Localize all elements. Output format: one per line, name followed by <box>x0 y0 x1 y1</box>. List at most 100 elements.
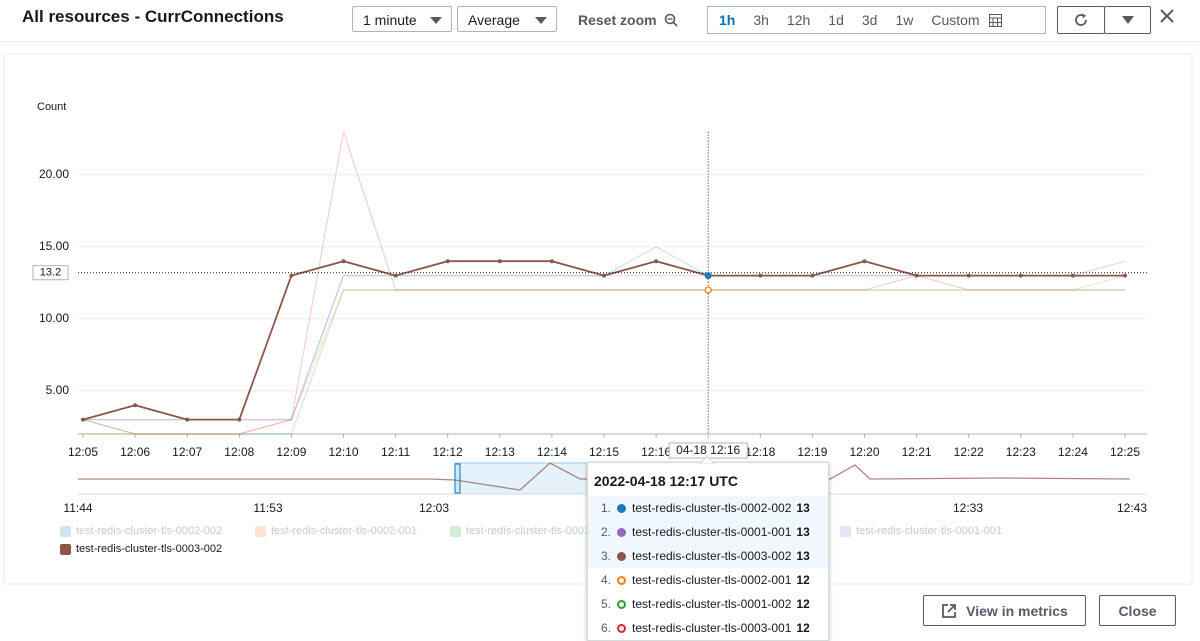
data-point <box>654 259 659 264</box>
x-tick-label: 12:25 <box>1110 445 1140 459</box>
view-in-metrics-button[interactable]: View in metrics <box>923 595 1086 626</box>
tooltip-row: 4. test-redis-cluster-tls-0002-001 12 <box>588 568 828 592</box>
hover-point <box>704 286 712 294</box>
x-tick-label: 12:11 <box>381 445 410 459</box>
range-option[interactable]: Custom <box>931 12 980 28</box>
x-tick-label: 12:12 <box>433 445 463 459</box>
tooltip-rank: 5. <box>600 597 611 611</box>
reset-zoom[interactable]: Reset zoom <box>578 12 679 28</box>
tooltip-value: 13 <box>796 525 810 539</box>
tooltip-row: 1. test-redis-cluster-tls-0002-002 13 <box>588 496 828 520</box>
data-point <box>758 273 763 278</box>
y-tick-label: 10.00 <box>39 311 69 325</box>
navigator-label: 11:44 <box>63 501 92 515</box>
x-tick-label: 12:07 <box>172 445 202 459</box>
header: All resources - CurrConnections 1 minute… <box>0 0 1200 42</box>
tooltip-series: test-redis-cluster-tls-0002-002 <box>632 501 792 515</box>
time-range: 1h 3h 12h 1d 3d 1w Custom <box>707 6 1046 34</box>
period-dropdown[interactable]: 1 minute <box>352 6 452 32</box>
tooltip-row: 6. test-redis-cluster-tls-0003-001 12 <box>588 616 828 640</box>
x-tick-label: 12:23 <box>1006 445 1036 459</box>
series-line <box>82 260 1125 421</box>
tooltip: 2022-04-18 12:17 UTC 1. test-redis-cluste… <box>587 456 829 641</box>
statistic-dropdown[interactable]: Average <box>457 6 557 32</box>
x-tick-label: 12:08 <box>224 445 254 459</box>
refresh-button[interactable] <box>1057 6 1105 34</box>
tooltip-rank: 2. <box>600 525 611 539</box>
tooltip-series: test-redis-cluster-tls-0002-001 <box>632 573 792 587</box>
reset-zoom-label: Reset zoom <box>578 12 657 28</box>
data-point <box>497 259 502 264</box>
data-point <box>966 273 971 278</box>
refresh-options[interactable] <box>1104 6 1151 34</box>
x-tick-label: 12:22 <box>954 445 984 459</box>
tooltip-marker <box>617 503 626 513</box>
x-tick-label: 12:20 <box>849 445 879 459</box>
legend-swatch <box>450 526 461 537</box>
close-button[interactable]: Close <box>1099 595 1176 626</box>
series-line <box>83 275 1125 421</box>
range-option[interactable]: 1d <box>828 12 844 28</box>
tooltip-series: test-redis-cluster-tls-0001-001 <box>632 525 792 539</box>
data-point <box>810 273 815 278</box>
range-option[interactable]: 3d <box>861 12 878 28</box>
y-tick-label: 15.00 <box>39 239 69 253</box>
series-line <box>83 275 1126 435</box>
tooltip-value: 12 <box>796 621 810 635</box>
tooltip-rank: 6. <box>600 621 611 635</box>
tooltip-value: 12 <box>796 573 810 587</box>
data-point <box>549 259 554 264</box>
x-tick-label: 12:10 <box>328 445 358 459</box>
legend-label: test-redis-cluster-tls-0002-001 <box>271 525 417 537</box>
tooltip-marker <box>617 623 626 633</box>
crosshair-x-label: 04-18 12:16 <box>676 443 740 457</box>
caret-icon <box>1121 16 1134 24</box>
tooltip-value: 12 <box>796 597 810 611</box>
close-icon[interactable] <box>1159 8 1175 24</box>
legend-label: test-redis-cluster-tls-0003-002 <box>76 543 222 555</box>
tooltip-row: 3. test-redis-cluster-tls-0003-002 13 <box>588 544 828 568</box>
navigator-handle <box>454 463 461 494</box>
view-in-metrics-label: View in metrics <box>966 602 1068 619</box>
tooltip-marker <box>617 551 626 561</box>
x-tick-label: 12:13 <box>485 445 515 459</box>
data-point <box>133 403 138 408</box>
tooltip-marker <box>617 527 626 537</box>
series-line <box>82 131 1125 435</box>
tooltip-rank: 4. <box>600 573 611 587</box>
legend-swatch <box>255 526 266 537</box>
legend-swatch <box>60 544 71 555</box>
tooltip-pointer <box>700 456 714 464</box>
tooltip-series: test-redis-cluster-tls-0003-002 <box>632 549 792 563</box>
range-option[interactable]: 1w <box>895 12 914 28</box>
x-tick-label: 12:16 <box>641 445 671 459</box>
data-point <box>81 417 85 422</box>
tooltip-rank: 1. <box>600 501 611 515</box>
data-point <box>1123 273 1127 278</box>
series-line <box>82 289 1125 435</box>
tooltip-row: 5. test-redis-cluster-tls-0001-002 12 <box>588 592 828 616</box>
data-point <box>602 273 606 278</box>
crosshair-y-label: 13.2 <box>40 267 61 279</box>
data-point <box>185 417 190 422</box>
tooltip-marker <box>617 575 626 585</box>
tooltip-value: 13 <box>796 549 810 563</box>
tooltip-title: 2022-04-18 12:17 UTC <box>594 473 738 489</box>
period: 1 minute <box>363 12 417 28</box>
range-option[interactable]: 12h <box>786 12 811 28</box>
range-option[interactable]: 3h <box>753 12 769 28</box>
x-tick-label: 12:14 <box>537 445 567 459</box>
x-tick-label: 12:15 <box>589 445 619 459</box>
legend-label: test-redis-cluster-tls-0001-002 <box>466 525 612 537</box>
external-icon <box>942 603 957 618</box>
x-tick-label: 12:21 <box>902 445 932 459</box>
x-tick-label: 12:06 <box>120 445 150 459</box>
legend-swatch <box>840 526 851 537</box>
range-option[interactable]: 1h <box>719 12 736 28</box>
x-tick-label: 12:05 <box>68 445 98 459</box>
calendar-icon <box>988 13 1002 27</box>
tooltip-rank: 3. <box>600 549 611 563</box>
data-point <box>289 273 294 278</box>
refresh-icon <box>1075 13 1087 26</box>
y-tick-label: 5.00 <box>46 383 70 397</box>
